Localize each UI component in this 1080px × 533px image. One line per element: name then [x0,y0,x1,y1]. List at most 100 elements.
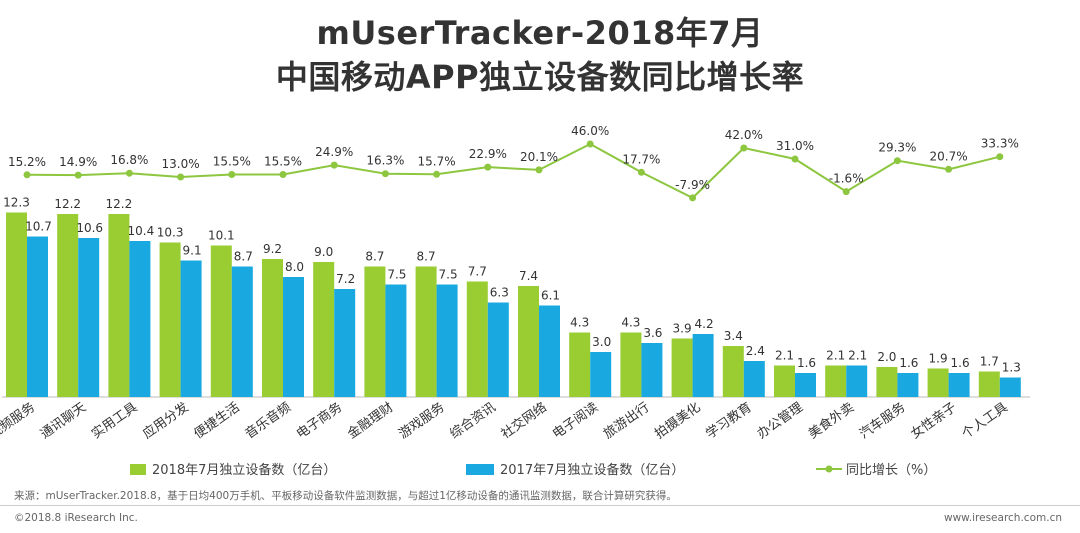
growth-point-3 [177,173,185,181]
bar-2017-19 [999,377,1021,397]
growth-label-13: -7.9% [675,178,710,192]
legend-label-2017: 2017年7月独立设备数（亿台） [500,462,684,478]
growth-label-2: 16.8% [110,153,148,167]
growth-point-6 [330,161,338,169]
bar-2018-label-13: 3.9 [673,322,692,336]
growth-label-14: 42.0% [725,128,763,142]
category-label-14: 学习教育 [703,399,755,442]
growth-label-11: 46.0% [571,124,609,138]
series-growth-line: 15.2% 14.9% 16.8% 13.0% 15.5% 15.5% 24.9% 16.3%… [8,124,1019,202]
bar-2017-12 [641,343,663,397]
legend-label-2018: 2018年7月独立设备数（亿台） [152,462,336,478]
growth-label-1: 14.9% [59,155,97,169]
bar-2017-6 [334,289,356,397]
category-label-10: 社交网络 [498,399,550,442]
bar-2017-16 [846,365,868,397]
growth-point-4 [228,171,236,178]
bar-2018-14 [722,346,744,397]
bar-2018-label-7: 8.7 [365,250,384,264]
bar-2017-0 [27,236,48,397]
copyright: ©2018.8 iResearch Inc. [14,512,138,524]
category-label-17: 汽车服务 [857,399,909,442]
growth-point-18 [945,165,953,173]
growth-label-16: -1.6% [829,172,864,186]
bar-2017-label-18: 1.6 [951,356,970,370]
bar-2017-label-5: 8.0 [285,260,304,274]
bar-2018-label-12: 4.3 [621,316,640,330]
growth-point-0 [23,171,31,179]
bar-2017-label-19: 1.3 [1002,361,1021,375]
bar-2017-label-11: 3.0 [592,335,611,349]
bar-2018-18 [927,368,949,397]
bar-2017-15 [795,373,816,397]
growth-point-12 [637,168,645,176]
chart-title-line2: 中国移动APP独立设备数同比增长率 [275,58,805,96]
growth-label-10: 20.1% [520,150,558,164]
growth-point-9 [484,163,492,171]
category-label-9: 综合资讯 [447,400,498,442]
growth-point-11 [586,140,594,148]
bar-2018-11 [569,332,591,397]
category-labels: 视频服务 通讯聊天 实用工具 应用分发 便捷生活 音乐音频 电子商务 金融理财 游戏服务 综合资讯… [0,399,1011,442]
bar-2017-11 [590,352,612,397]
bar-2018-label-10: 7.4 [519,269,538,283]
growth-label-19: 33.3% [981,137,1019,151]
bar-2018-label-11: 4.3 [570,316,589,330]
category-label-19: 个人工具 [959,400,1010,442]
bar-2017-label-16: 2.1 [848,349,867,363]
category-label-1: 通讯聊天 [38,400,89,442]
bar-2017-14 [743,361,765,397]
bar-2017-7 [385,284,407,397]
bar-2017-label-10: 6.1 [541,289,560,303]
bar-2018-1 [57,214,79,397]
bar-2017-label-9: 6.3 [490,286,509,300]
bar-2017-label-4: 8.7 [234,250,253,264]
website: www.iresearch.com.cn [943,512,1062,524]
series-2018-bars: 12.3 12.2 12.2 10.3 10.1 9.2 9.0 8.7 8.7 7.7 7.4 4.… [3,196,1000,397]
growth-label-12: 17.7% [622,152,660,166]
growth-label-6: 24.9% [315,145,353,159]
bar-2017-label-15: 1.6 [797,356,816,370]
bar-2017-4 [231,266,253,397]
source-note: 来源：mUserTracker.2018.8，基于日均400万手机、平板移动设备… [14,490,677,502]
growth-label-0: 15.2% [8,155,46,169]
category-label-4: 便捷生活 [191,400,242,442]
bar-2018-label-5: 9.2 [263,242,282,256]
bar-2017-3 [180,260,202,397]
bar-2017-17 [897,373,919,397]
bar-2017-2 [129,241,151,397]
growth-point-1 [74,171,82,179]
growth-label-17: 29.3% [878,141,916,155]
bar-2018-label-15: 2.1 [775,349,794,363]
bar-2017-label-7: 7.5 [387,268,406,282]
growth-label-9: 22.9% [469,147,507,161]
bar-2017-13 [692,334,714,397]
bar-2018-3 [159,242,181,397]
bar-2018-0 [6,212,27,397]
category-label-15: 办公管理 [755,400,806,442]
growth-point-14 [740,144,748,152]
bar-2017-label-0: 10.7 [25,220,52,234]
growth-line [26,142,1001,200]
bar-2017-label-2: 10.4 [128,224,155,238]
bar-2018-label-3: 10.3 [157,226,184,240]
legend: 2018年7月独立设备数（亿台） 2017年7月独立设备数（亿台） 同比增长（%… [130,462,936,478]
category-label-6: 电子商务 [293,399,345,442]
bar-2018-8 [415,266,437,397]
bar-2018-label-6: 9.0 [314,245,333,259]
bar-2018-16 [825,365,847,397]
bar-2018-13 [671,338,693,397]
legend-swatch-2017 [466,464,494,475]
category-label-7: 金融理财 [345,399,397,442]
bar-2017-18 [948,373,970,397]
bar-2018-label-0: 12.3 [3,196,30,210]
bar-2018-7 [364,266,386,397]
bar-2017-label-3: 9.1 [183,244,202,258]
growth-label-3: 13.0% [162,157,200,171]
bar-2018-label-14: 3.4 [724,329,743,343]
bar-2018-label-18: 1.9 [929,352,948,366]
bar-2017-8 [436,284,458,397]
category-label-11: 电子阅读 [550,400,601,442]
growth-point-2 [125,169,133,177]
category-label-0: 视频服务 [0,399,38,442]
